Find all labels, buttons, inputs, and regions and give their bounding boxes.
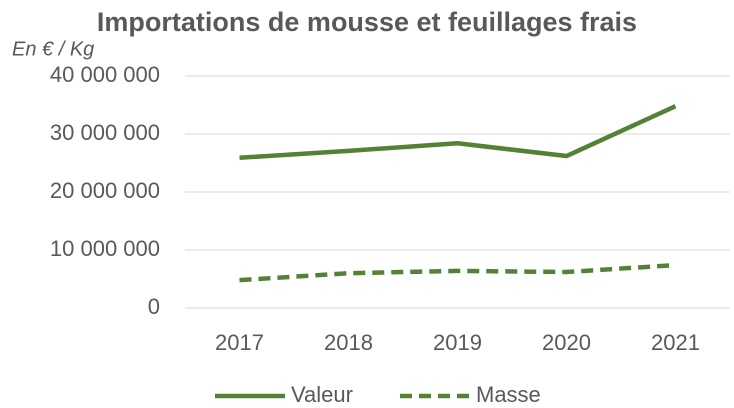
y-tick-label: 10 000 000	[50, 236, 160, 261]
x-tick-label: 2017	[215, 330, 264, 355]
line-series	[239, 262, 676, 283]
x-tick-label: 2018	[324, 330, 373, 355]
x-tick-label: 2019	[433, 330, 482, 355]
chart-title: Importations de mousse et feuillages fra…	[97, 7, 637, 37]
y-tick-label: 0	[148, 294, 160, 319]
y-tick-label: 40 000 000	[50, 62, 160, 87]
legend-label: Valeur	[291, 382, 353, 407]
x-tick-label: 2021	[651, 330, 700, 355]
x-tick-label: 2020	[542, 330, 591, 355]
y-tick-label: 30 000 000	[50, 120, 160, 145]
y-axis-label: En € / Kg	[12, 38, 94, 60]
legend-label: Masse	[476, 382, 541, 407]
y-tick-label: 20 000 000	[50, 178, 160, 203]
line-series	[239, 104, 677, 161]
